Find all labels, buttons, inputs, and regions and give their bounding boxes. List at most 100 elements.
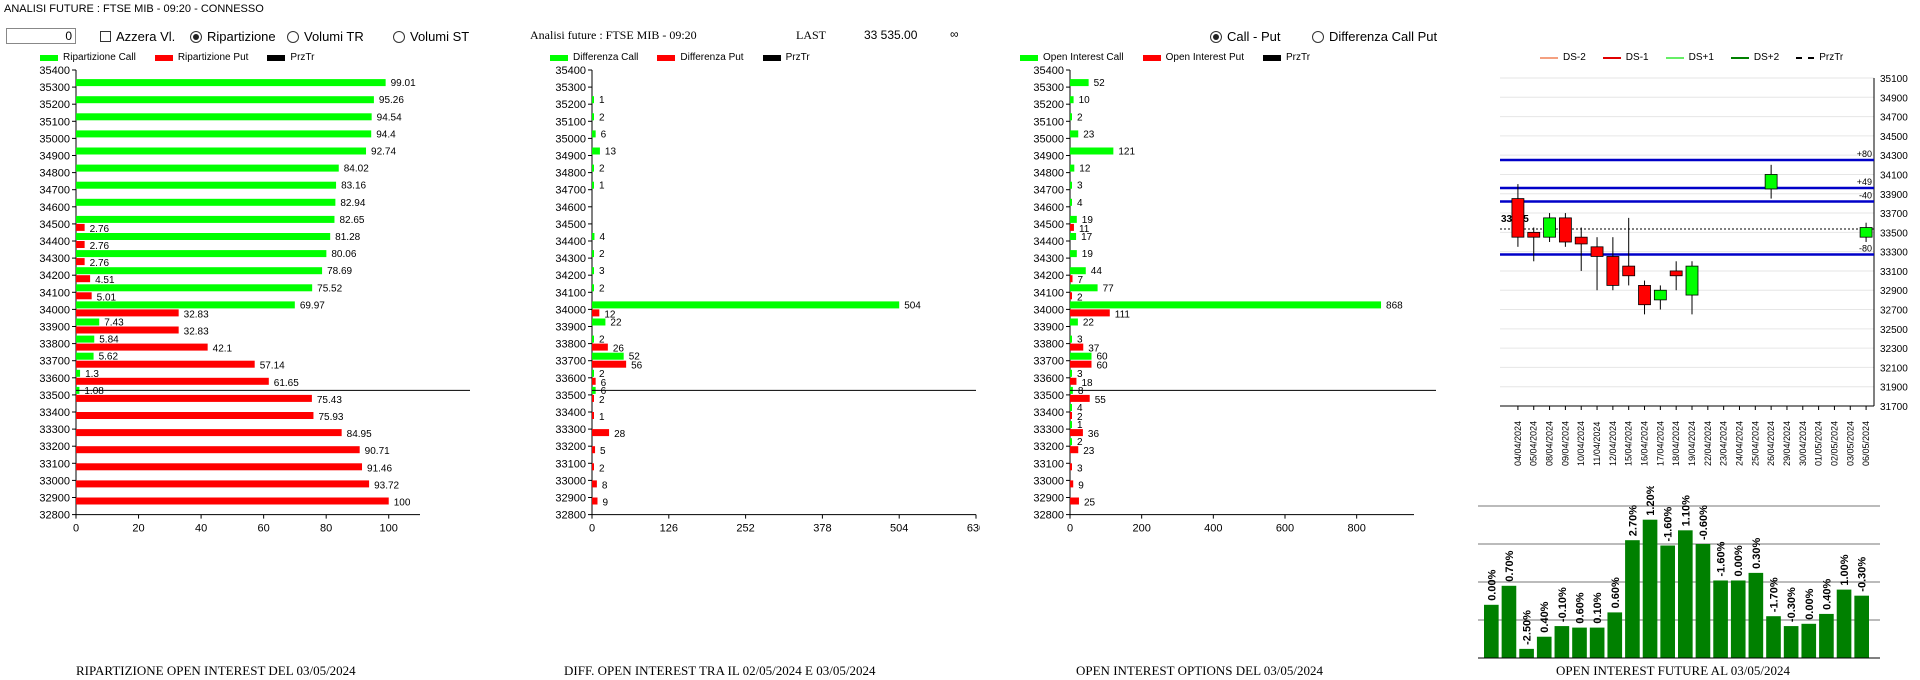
call-value-label: 80.06 xyxy=(331,249,356,260)
call-bar xyxy=(76,79,386,87)
call-bar xyxy=(76,96,374,104)
put-value-label: 1 xyxy=(599,412,605,423)
y-tick-label: 34400 xyxy=(39,236,70,248)
put-value-label: 32.83 xyxy=(184,309,209,320)
call-bar xyxy=(592,284,594,292)
x-tick-label: 22/04/2024 xyxy=(1703,421,1713,466)
window-title: ANALISI FUTURE : FTSE MIB - 09:20 - CONN… xyxy=(4,3,264,15)
level-label: +80 xyxy=(1857,149,1872,159)
radio-volumi-tr-dot[interactable] xyxy=(287,30,299,43)
radio-diff-call-put-dot[interactable] xyxy=(1312,30,1324,43)
put-value-label: 61.65 xyxy=(274,378,299,389)
put-bar xyxy=(76,412,314,419)
radio-ripartizione[interactable]: Ripartizione xyxy=(190,29,276,44)
zero-group xyxy=(6,28,76,44)
y-tick-label: 33700 xyxy=(1880,209,1908,220)
put-value-label: 9 xyxy=(602,498,608,509)
radio-call-put[interactable]: Call - Put xyxy=(1210,29,1280,44)
azzera-checkbox-box[interactable] xyxy=(100,31,111,42)
call-bar xyxy=(1070,250,1077,258)
y-tick-label: 34500 xyxy=(39,219,70,231)
radio-volumi-tr-label: Volumi TR xyxy=(304,29,364,44)
put-value-label: 37 xyxy=(1088,344,1100,355)
chart5-title: OPEN INTEREST FUTURE AL 03/05/2024 xyxy=(1556,663,1791,678)
y-tick-label: 34300 xyxy=(1880,151,1908,162)
azzera-label: Azzera Vl. xyxy=(116,29,176,44)
put-bar xyxy=(1070,497,1079,505)
infinity-label: ∞ xyxy=(950,27,959,41)
x-tick-label: 10/04/2024 xyxy=(1576,421,1586,466)
x-tick-label: 0 xyxy=(1067,523,1073,535)
put-value-label: 9 xyxy=(1078,480,1084,491)
y-tick-label: 33000 xyxy=(39,475,70,487)
y-tick-label: 32900 xyxy=(39,493,70,505)
chart-open-interest-options: 3540035300352003510035000349003480034700… xyxy=(1033,66,1436,535)
call-value-label: 1 xyxy=(1077,420,1083,431)
oi-bar-label: 0.00% xyxy=(1804,588,1816,619)
y-tick-label: 32800 xyxy=(1033,510,1064,522)
x-tick-label: 12/04/2024 xyxy=(1608,421,1618,466)
radio-call-put-dot[interactable] xyxy=(1210,30,1222,43)
call-value-label: 77 xyxy=(1103,283,1115,294)
x-tick-label: 15/04/2024 xyxy=(1624,421,1634,466)
put-value-label: 5 xyxy=(600,446,606,457)
oi-bar-label: -0.30% xyxy=(1857,557,1869,592)
call-bar xyxy=(76,267,323,275)
put-value-label: 75.93 xyxy=(318,412,343,423)
azzera-checkbox[interactable]: Azzera Vl. xyxy=(100,29,175,44)
oi-bar xyxy=(1501,585,1517,658)
call-value-label: 4 xyxy=(599,232,605,243)
y-tick-label: 35000 xyxy=(555,133,586,145)
oi-bar xyxy=(1801,623,1817,658)
candle-body xyxy=(1669,270,1683,277)
y-tick-label: 33500 xyxy=(555,390,586,402)
candle-body xyxy=(1685,265,1699,296)
y-tick-label: 32700 xyxy=(1880,306,1908,317)
level-label: -40 xyxy=(1859,190,1872,200)
oi-bar xyxy=(1484,604,1499,658)
put-value-label: 90.71 xyxy=(365,446,390,457)
radio-diff-call-put[interactable]: Differenza Call Put xyxy=(1312,29,1437,44)
call-value-label: 121 xyxy=(1118,147,1135,158)
put-value-label: 91.46 xyxy=(367,463,392,474)
candle-body xyxy=(1511,198,1525,238)
call-value-label: 1 xyxy=(599,95,605,106)
oi-bar-label: -0.30% xyxy=(1786,587,1798,622)
legend-swatch-ds-1 xyxy=(1602,56,1621,59)
radio-ripartizione-dot[interactable] xyxy=(190,30,202,43)
legend-swatch-put xyxy=(657,54,676,61)
put-value-label: 2.76 xyxy=(90,241,110,252)
radio-volumi-tr[interactable]: Volumi TR xyxy=(287,29,364,44)
chart1-title: RIPARTIZIONE OPEN INTEREST DEL 03/05/202… xyxy=(76,663,356,678)
call-bar xyxy=(76,215,335,223)
call-bar xyxy=(592,335,594,343)
legend-swatch-put xyxy=(154,54,173,61)
put-bar xyxy=(76,275,91,283)
radio-volumi-st-dot[interactable] xyxy=(393,30,405,43)
radio-call-put-label: Call - Put xyxy=(1227,29,1281,44)
y-tick-label: 35000 xyxy=(1033,133,1064,145)
call-value-label: 3 xyxy=(1077,335,1083,346)
oi-bar-label: 0.30% xyxy=(1751,537,1763,568)
legend-label: Ripartizione Put xyxy=(177,52,249,63)
call-value-label: 75.52 xyxy=(317,283,342,294)
call-bar xyxy=(1070,96,1074,104)
zero-value-input[interactable] xyxy=(6,28,76,44)
oi-bar xyxy=(1536,636,1552,658)
legend-label: PrzTr xyxy=(290,52,315,63)
call-bar xyxy=(1070,233,1077,240)
x-tick-label: 04/04/2024 xyxy=(1513,421,1523,466)
oi-bar xyxy=(1730,580,1746,658)
y-tick-label: 33100 xyxy=(39,458,70,470)
y-tick-label: 33700 xyxy=(555,356,586,368)
call-bar xyxy=(76,147,367,155)
put-value-label: 2 xyxy=(599,463,605,474)
y-tick-label: 35300 xyxy=(1033,82,1064,94)
y-tick-label: 33500 xyxy=(1033,390,1064,402)
y-tick-label: 33600 xyxy=(555,373,586,385)
radio-volumi-st[interactable]: Volumi ST xyxy=(393,29,469,44)
call-value-label: 2 xyxy=(599,164,605,175)
chart2-title: DIFF. OPEN INTEREST TRA IL 02/05/2024 E … xyxy=(564,663,876,678)
y-tick-label: 34700 xyxy=(1880,113,1908,124)
put-bar xyxy=(76,292,92,300)
